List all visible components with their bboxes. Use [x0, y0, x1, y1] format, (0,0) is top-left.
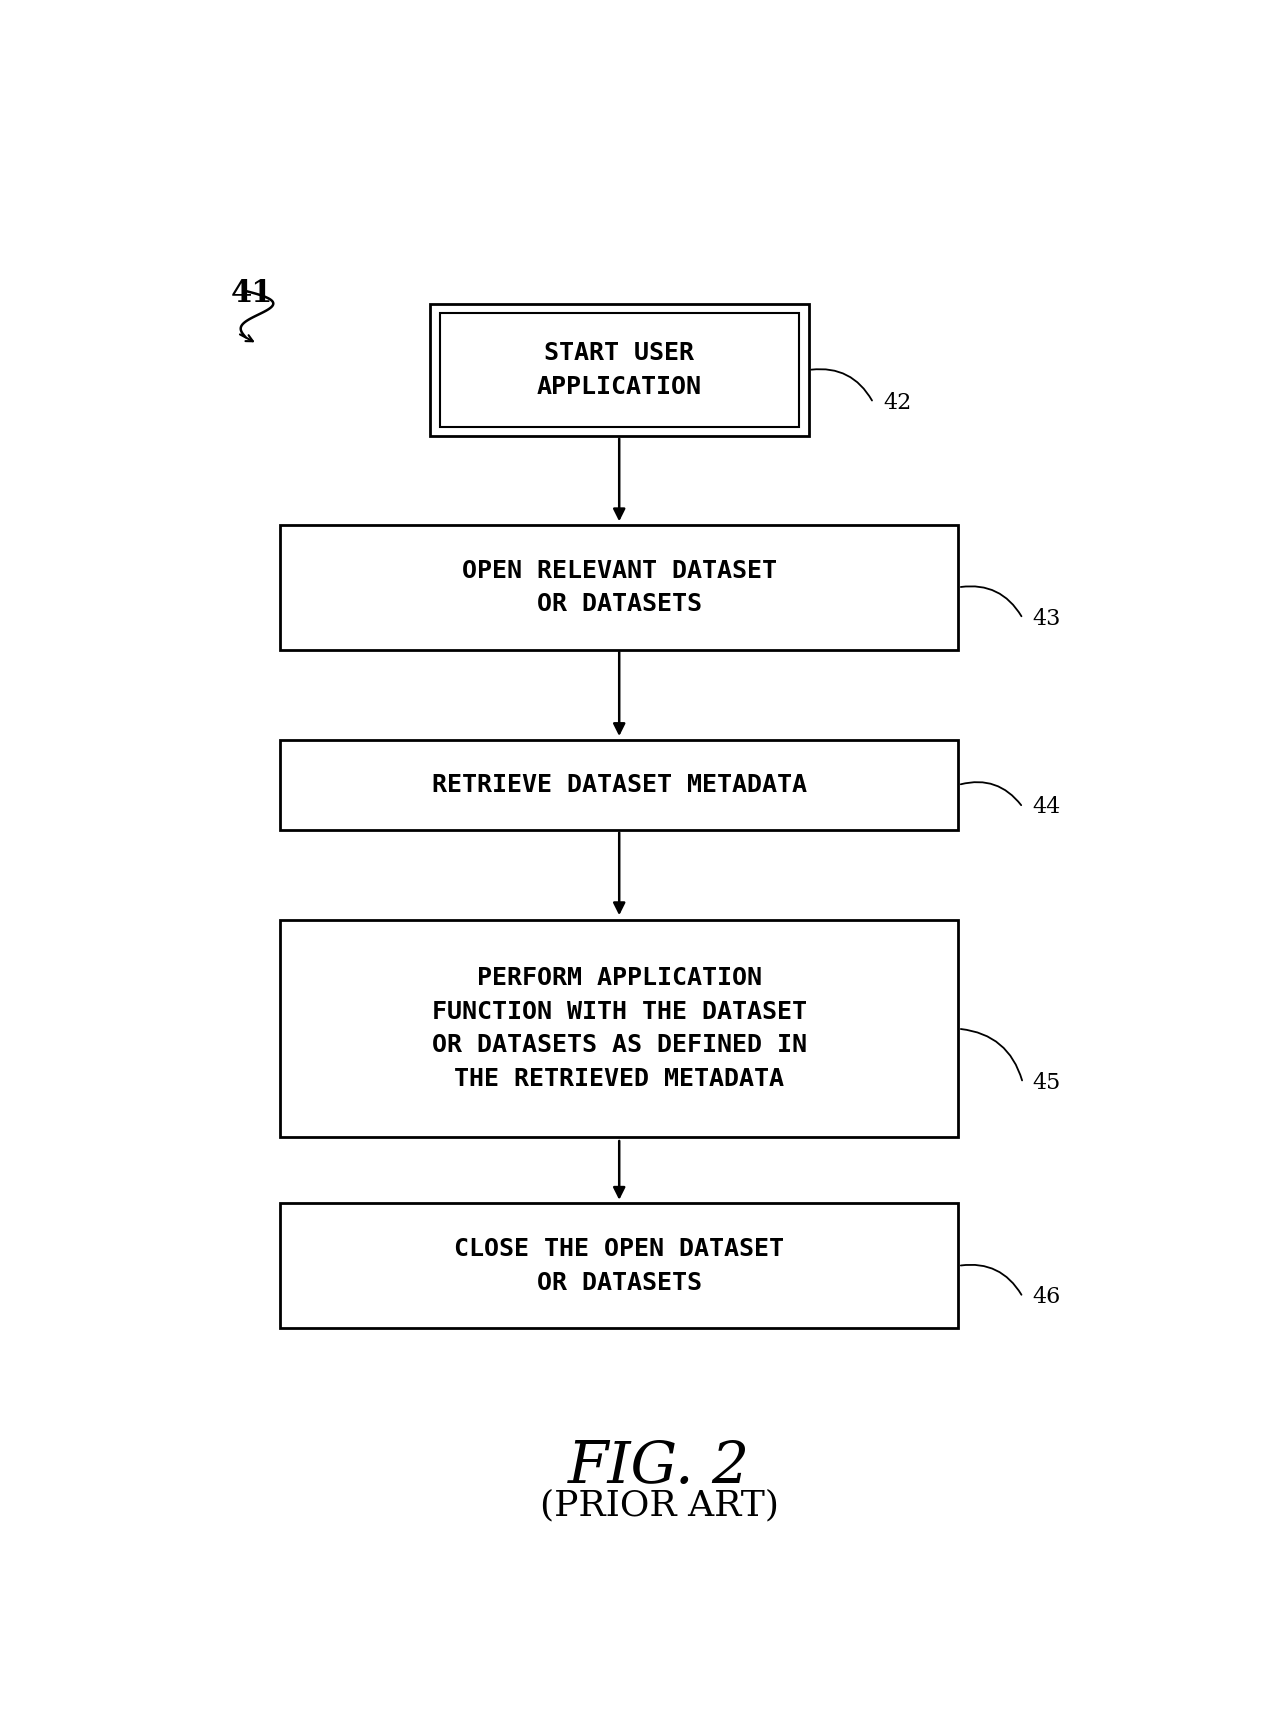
- Text: RETRIEVE DATASET METADATA: RETRIEVE DATASET METADATA: [432, 773, 806, 797]
- Text: 46: 46: [1033, 1287, 1061, 1309]
- Bar: [430, 305, 809, 436]
- Bar: [440, 313, 799, 426]
- Text: 44: 44: [1033, 796, 1061, 818]
- Text: START USER
APPLICATION: START USER APPLICATION: [536, 340, 702, 399]
- Text: 43: 43: [1033, 607, 1061, 630]
- Text: 42: 42: [883, 392, 912, 414]
- Bar: [280, 1203, 958, 1328]
- Text: 45: 45: [1033, 1073, 1061, 1093]
- Text: FIG. 2: FIG. 2: [568, 1439, 750, 1495]
- Text: OPEN RELEVANT DATASET
OR DATASETS: OPEN RELEVANT DATASET OR DATASETS: [462, 558, 777, 616]
- Bar: [280, 741, 958, 830]
- Bar: [280, 921, 958, 1138]
- Text: PERFORM APPLICATION
FUNCTION WITH THE DATASET
OR DATASETS AS DEFINED IN
THE RETR: PERFORM APPLICATION FUNCTION WITH THE DA…: [432, 967, 806, 1092]
- Text: CLOSE THE OPEN DATASET
OR DATASETS: CLOSE THE OPEN DATASET OR DATASETS: [454, 1237, 784, 1295]
- Text: 41: 41: [230, 277, 273, 308]
- Text: (PRIOR ART): (PRIOR ART): [540, 1489, 778, 1523]
- Bar: [280, 525, 958, 650]
